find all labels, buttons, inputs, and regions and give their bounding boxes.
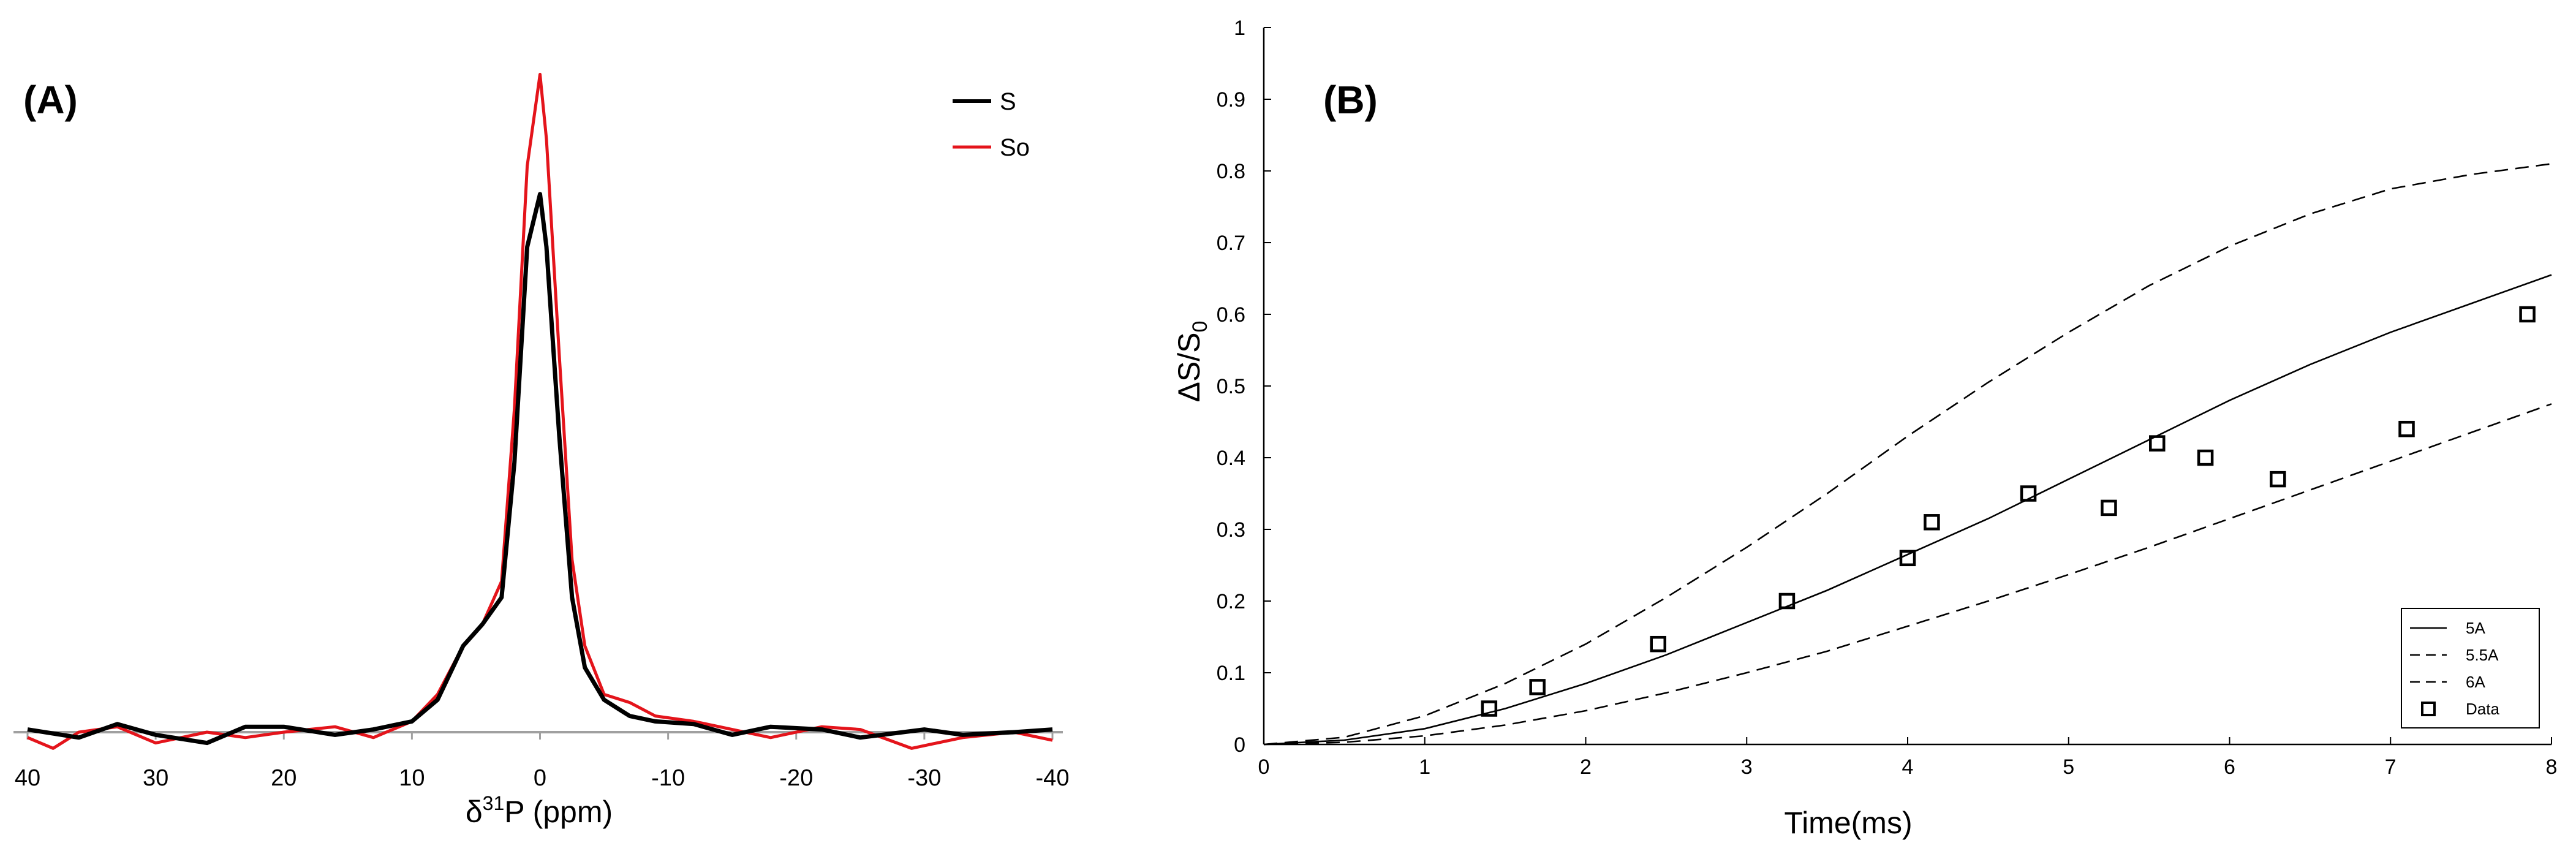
panel-b-x-tick-label: 5 — [2063, 755, 2074, 779]
panel-b-x-tick-label: 7 — [2385, 755, 2397, 779]
panel-b-legend: 5A 5.5A 6A Data — [2401, 608, 2540, 728]
panel-b-x-tick-label: 8 — [2546, 755, 2558, 779]
panel-a-x-axis-title: δ31P (ppm) — [466, 792, 613, 829]
panel-b-y-tick-label: 0.6 — [1217, 303, 1245, 327]
legend-label-5-5a: 5.5A — [2466, 646, 2499, 664]
panel-b-series — [1263, 163, 2552, 746]
panel-b-x-tick-label: 3 — [1741, 755, 1753, 779]
panel-b-axes: 0 1 2 3 4 5 6 7 8 0 0.1 0.2 0.3 0.4 0.5 0.6 0.7 0.8 0.9 1 — [1217, 17, 2558, 779]
panel-b-x-axis-title: Time(ms) — [1784, 806, 1912, 840]
panel-a-x-tick-label: -40 — [1036, 765, 1070, 791]
panel-a-x-tick-label: -30 — [907, 765, 941, 791]
panel-a-series — [27, 72, 1053, 750]
data-point-marker — [1899, 550, 1916, 567]
panel-b-y-tick-label: 0 — [1234, 733, 1245, 757]
legend-label-5a: 5A — [2466, 619, 2485, 637]
curve-6a — [1263, 403, 2552, 746]
legend-label-s: S — [1000, 88, 1016, 115]
data-point-marker — [2519, 306, 2536, 323]
legend-label-so: So — [1000, 134, 1030, 161]
data-point-marker — [2270, 471, 2286, 488]
data-point-marker — [2101, 499, 2117, 517]
legend-label-data: Data — [2466, 700, 2499, 718]
panel-a-x-tick-label: 20 — [271, 765, 297, 791]
panel-b-y-axis-title: ΔS/S0 — [1172, 321, 1212, 403]
panel-a-label: (A) — [23, 78, 78, 122]
panel-b-x-tick-label: 2 — [1580, 755, 1592, 779]
panel-a-x-tick-label: 30 — [143, 765, 168, 791]
data-point-marker — [2020, 485, 2037, 502]
panel-a-x-tick-label: 0 — [534, 765, 546, 791]
panel-a-x-tick-label: 40 — [15, 765, 40, 791]
data-point-marker — [1778, 592, 1796, 610]
data-point-marker — [1481, 700, 1498, 717]
panel-b-x-tick-label: 6 — [2224, 755, 2235, 779]
panel-b-decay-plot: (B) 0 1 2 3 4 5 6 7 8 0 0.1 0.2 0.3 0.4 0.5 0.6 0.7 0.8 0.… — [1172, 17, 2557, 840]
panel-a-nmr-spectrum: (A) 40 30 20 10 0 -10 -20 -30 -40 δ31P (ppm) S S… — [13, 72, 1070, 829]
panel-b-label: (B) — [1323, 78, 1378, 122]
curve-5a — [1263, 274, 2552, 746]
data-point-marker — [1650, 635, 1666, 653]
panel-b-y-tick-label: 1 — [1234, 17, 1245, 40]
panel-b-y-tick-label: 0.3 — [1217, 518, 1245, 542]
curve-5-5a — [1263, 163, 2552, 746]
panel-b-x-tick-label: 1 — [1419, 755, 1430, 779]
data-point-marker — [2197, 449, 2214, 466]
panel-a-legend: S So — [953, 88, 1030, 161]
spectrum-line-s — [27, 192, 1053, 746]
panel-b-y-tick-label: 0.7 — [1217, 232, 1245, 255]
panel-a-x-tick-label: -20 — [779, 765, 813, 791]
data-point-marker — [1924, 514, 1940, 531]
data-point-marker — [2149, 435, 2166, 452]
legend-label-6a: 6A — [2466, 673, 2485, 691]
panel-b-x-tick-label: 0 — [1258, 755, 1270, 779]
data-point-marker — [1529, 679, 1546, 695]
panel-b-x-tick-label: 4 — [1902, 755, 1914, 779]
panel-b-y-tick-label: 0.9 — [1217, 88, 1245, 112]
legend-swatch-data — [2421, 702, 2436, 716]
panel-b-legend-box — [2401, 608, 2540, 728]
panel-b-y-tick-label: 0.5 — [1217, 375, 1245, 398]
panel-a-x-ticks: 40 30 20 10 0 -10 -20 -30 -40 — [15, 732, 1070, 791]
panel-b-y-tick-label: 0.1 — [1217, 662, 1245, 685]
panel-a-x-tick-label: 10 — [399, 765, 425, 791]
panel-a-x-tick-label: -10 — [651, 765, 685, 791]
panel-b-y-tick-label: 0.4 — [1217, 447, 1245, 470]
panel-b-y-tick-label: 0.2 — [1217, 590, 1245, 613]
panel-b-y-tick-label: 0.8 — [1217, 160, 1245, 183]
data-point-marker — [2398, 420, 2415, 437]
